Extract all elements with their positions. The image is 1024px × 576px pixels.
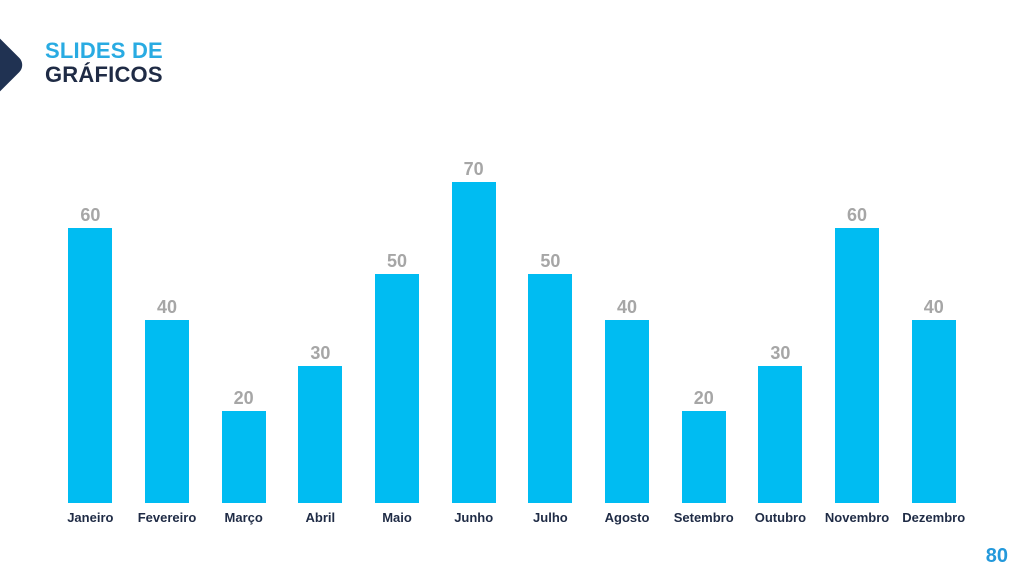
x-axis-label: Novembro	[824, 510, 890, 525]
bar-value-label: 30	[310, 343, 331, 363]
bar-column: 40	[895, 143, 972, 503]
x-axis-label: Fevereiro	[137, 510, 197, 525]
page-number: 80	[985, 545, 1008, 567]
bar-value-label: 40	[156, 297, 178, 317]
page-title-line-2: GRÁFICOS	[45, 62, 163, 87]
bar-column: 30	[742, 143, 819, 503]
bar-value-label: 40	[617, 297, 638, 317]
bar	[605, 320, 650, 503]
bar	[298, 366, 343, 503]
bar	[681, 411, 726, 503]
bar	[528, 274, 573, 503]
bar-value-label: 30	[770, 343, 791, 363]
bar-value-label: 20	[233, 388, 254, 408]
bar-column: 70	[435, 143, 512, 503]
bar-value-label: 50	[387, 251, 408, 271]
bar	[145, 320, 189, 503]
bar	[835, 228, 880, 503]
bar-column: 50	[359, 143, 436, 503]
x-axis-label: Agosto	[604, 510, 650, 525]
bar	[375, 274, 420, 503]
bar-column: 60	[52, 143, 129, 503]
bar	[911, 320, 956, 503]
bar-value-label: 70	[463, 159, 484, 179]
x-axis-label: Abril	[305, 510, 336, 525]
chevron-right-icon	[0, 29, 27, 101]
bar	[758, 366, 803, 503]
bar	[221, 411, 266, 503]
bar-chart: 60 40 20 30 50 70 50 40 20 30 60 40	[52, 143, 972, 503]
x-axis-label: Março	[224, 510, 263, 525]
bar-column: 20	[205, 143, 282, 503]
bar-value-label: 60	[847, 205, 868, 225]
x-axis-label: Dezembro	[902, 510, 966, 525]
bar-column: 20	[665, 143, 742, 503]
bar-column: 40	[129, 143, 206, 503]
page-title-line-1: SLIDES DE	[45, 38, 163, 63]
x-axis-label: Julho	[533, 510, 568, 525]
bar-column: 60	[819, 143, 896, 503]
bar-column: 30	[282, 143, 359, 503]
x-axis-label: Setembro	[673, 510, 734, 525]
x-axis-label: Junho	[454, 510, 494, 525]
bar-value-label: 40	[923, 297, 944, 317]
bar	[451, 182, 496, 503]
bar	[68, 228, 113, 503]
x-axis-label: Maio	[382, 510, 412, 525]
bar-value-label: 60	[80, 205, 101, 225]
bar-value-label: 50	[540, 251, 561, 271]
bar-column: 50	[512, 143, 589, 503]
bar-column: 40	[589, 143, 666, 503]
x-axis-label: Janeiro	[67, 510, 114, 525]
x-axis-label: Outubro	[754, 510, 807, 525]
page-title: SLIDES DE GRÁFICOS	[45, 39, 163, 87]
bar-value-label: 20	[693, 388, 714, 408]
x-axis-labels: Janeiro Fevereiro Março Abril Maio Junho Julho…	[52, 510, 972, 525]
